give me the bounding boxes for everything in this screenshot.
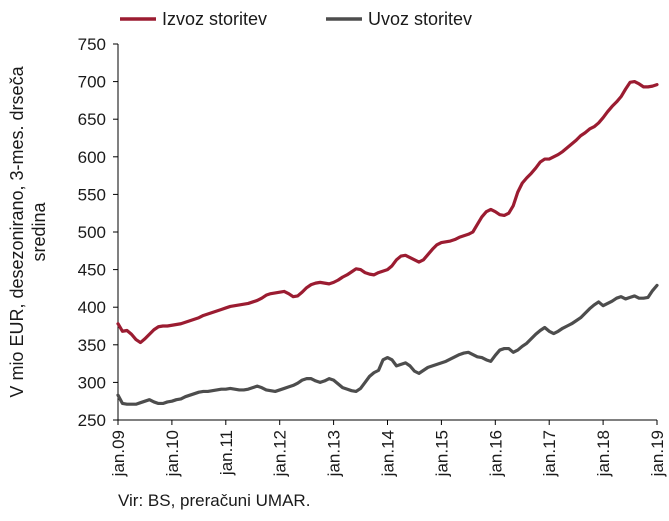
x-tick-label: jan.12 bbox=[271, 430, 290, 477]
x-tick-label: jan.13 bbox=[325, 430, 344, 477]
axes: 250 300 350 400 450 500 550 600 650 700 750 jan.09 j… bbox=[78, 35, 667, 477]
y-tick-label: 600 bbox=[78, 148, 106, 167]
x-tick-label: jan.14 bbox=[379, 430, 398, 477]
y-tick-label: 550 bbox=[78, 185, 106, 204]
source-note: Vir: BS, preračuni UMAR. bbox=[118, 491, 311, 510]
series-lines bbox=[116, 80, 659, 406]
legend-label: Uvoz storitev bbox=[368, 9, 472, 29]
x-tick-label: jan.15 bbox=[432, 430, 451, 477]
y-tick-label: 400 bbox=[78, 298, 106, 317]
legend: Izvoz storitev Uvoz storitev bbox=[120, 9, 472, 29]
series-line-uvoz bbox=[116, 283, 659, 406]
y-axis-label-line: sredina bbox=[29, 201, 49, 261]
x-tick-label: jan.17 bbox=[540, 430, 559, 477]
x-tick-label: jan.09 bbox=[109, 430, 128, 477]
legend-label: Izvoz storitev bbox=[162, 9, 267, 29]
x-tick-label: jan.18 bbox=[594, 430, 613, 477]
y-tick-label: 500 bbox=[78, 223, 106, 242]
y-tick-label: 750 bbox=[78, 35, 106, 54]
y-tick-label: 300 bbox=[78, 373, 106, 392]
x-tick-label: jan.19 bbox=[648, 430, 667, 477]
y-axis-label-line: V mio EUR, desezonirano, 3-mes. drseča bbox=[7, 65, 27, 397]
y-tick-label: 450 bbox=[78, 261, 106, 280]
x-tick-label: jan.11 bbox=[217, 430, 236, 476]
y-tick-label: 250 bbox=[78, 411, 106, 430]
y-tick-label: 700 bbox=[78, 73, 106, 92]
y-tick-label: 650 bbox=[78, 110, 106, 129]
x-tick-label: jan.16 bbox=[486, 430, 505, 477]
y-axis-label: V mio EUR, desezonirano, 3-mes. drseča sr… bbox=[7, 65, 49, 397]
series-line-izvoz bbox=[116, 80, 659, 345]
x-tick-label: jan.10 bbox=[163, 430, 182, 477]
y-tick-label: 350 bbox=[78, 336, 106, 355]
